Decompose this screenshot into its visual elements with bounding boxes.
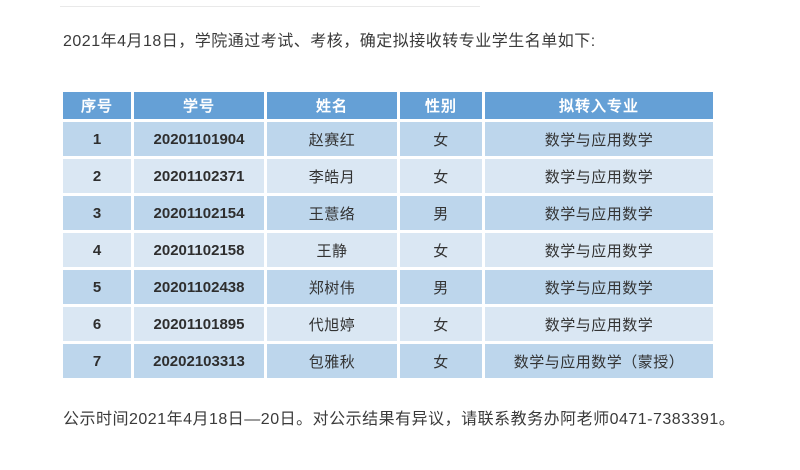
table-cell-name: 王静 xyxy=(267,233,397,267)
table-row: 3 20201102154 王薏络男数学与应用数学 xyxy=(63,196,713,230)
table-cell-major: 数学与应用数学 xyxy=(485,307,713,341)
table-cell-name: 郑树伟 xyxy=(267,270,397,304)
transfer-students-table: 序号 学号 姓名 性别 拟转入专业 1 20201101904 赵赛红女数学与应用数学 2 20… xyxy=(60,89,716,381)
table-cell-index: 5 xyxy=(63,270,131,304)
table-cell-index: 7 xyxy=(63,344,131,378)
column-header-major: 拟转入专业 xyxy=(485,92,713,119)
table-cell-gender: 女 xyxy=(400,344,482,378)
column-header-student-id: 学号 xyxy=(134,92,264,119)
table-cell-name: 李皓月 xyxy=(267,159,397,193)
table-cell-gender: 男 xyxy=(400,196,482,230)
table-cell-gender: 男 xyxy=(400,270,482,304)
table-cell-index: 3 xyxy=(63,196,131,230)
table-cell-index: 4 xyxy=(63,233,131,267)
table-cell-student-id: 20201102371 xyxy=(134,159,264,193)
table-cell-name: 王薏络 xyxy=(267,196,397,230)
table-cell-major: 数学与应用数学 xyxy=(485,270,713,304)
table-cell-index: 6 xyxy=(63,307,131,341)
column-header-index: 序号 xyxy=(63,92,131,119)
table-cell-name: 代旭婷 xyxy=(267,307,397,341)
table-cell-gender: 女 xyxy=(400,307,482,341)
table-cell-student-id: 20201102438 xyxy=(134,270,264,304)
table-cell-major: 数学与应用数学 xyxy=(485,122,713,156)
table-row: 7 20202103313 包雅秋女数学与应用数学（蒙授） xyxy=(63,344,713,378)
table-cell-major: 数学与应用数学 xyxy=(485,196,713,230)
table-cell-student-id: 20201101895 xyxy=(134,307,264,341)
intro-text: 2021年4月18日，学院通过考试、考核，确定拟接收转专业学生名单如下: xyxy=(63,33,596,50)
table-cell-index: 1 xyxy=(63,122,131,156)
footer-text: 公示时间2021年4月18日—20日。对公示结果有异议，请联系教务办阿老师047… xyxy=(63,411,736,428)
table-row: 6 20201101895 代旭婷女数学与应用数学 xyxy=(63,307,713,341)
table-cell-gender: 女 xyxy=(400,122,482,156)
table-cell-student-id: 20201101904 xyxy=(134,122,264,156)
table-cell-name: 包雅秋 xyxy=(267,344,397,378)
table-row: 2 20201102371 李皓月女数学与应用数学 xyxy=(63,159,713,193)
table-cell-name: 赵赛红 xyxy=(267,122,397,156)
column-header-gender: 性别 xyxy=(400,92,482,119)
table-cell-index: 2 xyxy=(63,159,131,193)
table-cell-student-id: 20201102158 xyxy=(134,233,264,267)
table-row: 4 20201102158 王静女数学与应用数学 xyxy=(63,233,713,267)
divider-line xyxy=(60,6,480,7)
table-cell-major: 数学与应用数学 xyxy=(485,233,713,267)
table-cell-major: 数学与应用数学（蒙授） xyxy=(485,344,713,378)
table-cell-gender: 女 xyxy=(400,159,482,193)
table-row: 5 20201102438 郑树伟男数学与应用数学 xyxy=(63,270,713,304)
table-cell-gender: 女 xyxy=(400,233,482,267)
table-cell-student-id: 20201102154 xyxy=(134,196,264,230)
column-header-name: 姓名 xyxy=(267,92,397,119)
table-row: 1 20201101904 赵赛红女数学与应用数学 xyxy=(63,122,713,156)
table-cell-major: 数学与应用数学 xyxy=(485,159,713,193)
table-cell-student-id: 20202103313 xyxy=(134,344,264,378)
table-header-row: 序号 学号 姓名 性别 拟转入专业 xyxy=(63,92,713,119)
table-body: 1 20201101904 赵赛红女数学与应用数学 2 20201102371 李皓月女数… xyxy=(63,122,713,378)
